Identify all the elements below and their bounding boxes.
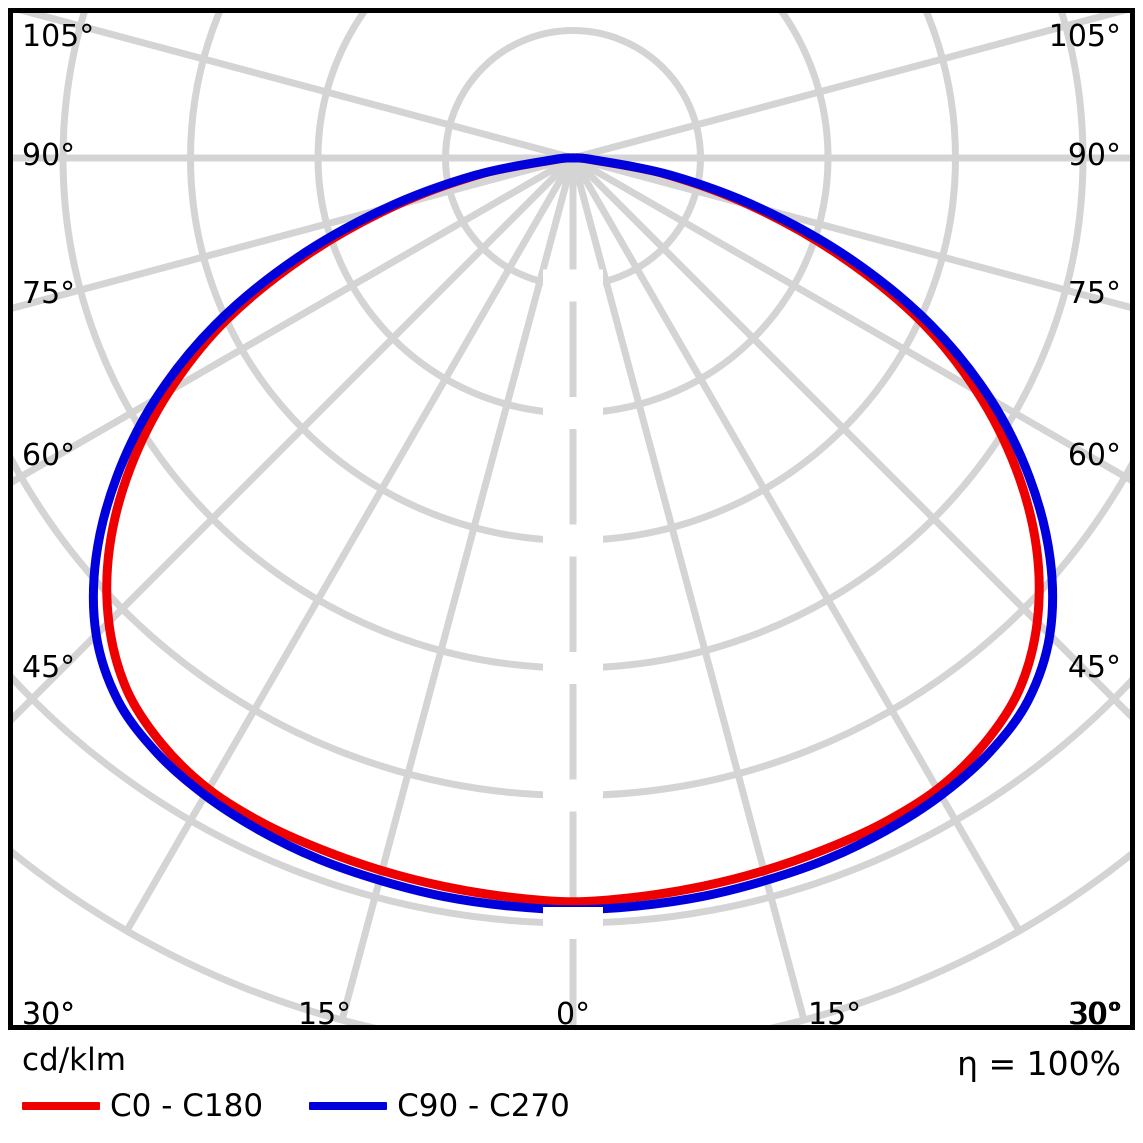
radial-label-gap <box>543 269 603 302</box>
legend-item-c90-c270: C90 - C270 <box>309 1088 570 1124</box>
right-angle-label: 105° <box>1048 19 1121 54</box>
left-angle-label: 60° <box>22 438 76 473</box>
right-angle-label: 90° <box>1067 138 1121 173</box>
left-angle-label: 30° <box>22 997 76 1032</box>
legend-item-c0-c180: C0 - C180 <box>22 1088 263 1124</box>
grid-spoke <box>18 13 574 162</box>
radial-scale-labels <box>543 269 603 939</box>
grid-spoke <box>123 156 577 933</box>
left-angle-label: 75° <box>22 276 76 311</box>
grid-spoke <box>570 155 1130 720</box>
radial-label-gap <box>543 397 603 429</box>
radial-label-gap <box>543 524 603 557</box>
left-angle-label: 105° <box>22 19 95 54</box>
left-angle-label: 90° <box>22 138 76 173</box>
grid-spoke <box>569 156 1023 933</box>
bottom-angle-label: 15° <box>298 997 352 1032</box>
grid-spoke <box>13 154 574 312</box>
right-angle-label: 75° <box>1067 276 1121 311</box>
curve-c0-c180 <box>102 153 1044 907</box>
legend-swatch-red <box>22 1102 100 1110</box>
radial-label-gap <box>543 907 603 939</box>
right-angle-label: 45° <box>1067 650 1121 685</box>
polar-plot <box>13 13 1130 1025</box>
grid-spoke <box>13 154 575 486</box>
bottom-angle-label: 0° <box>556 997 591 1032</box>
bottom-angle-label: 30° <box>1070 997 1124 1032</box>
efficiency-label: η = 100% <box>957 1044 1121 1083</box>
legend-entries: C0 - C180 C90 - C270 <box>22 1088 616 1124</box>
grid-spoke <box>572 154 1130 311</box>
radial-label-gap <box>543 779 603 812</box>
legend-swatch-blue <box>309 1102 388 1110</box>
legend-label-c0-c180: C0 - C180 <box>110 1088 264 1124</box>
unit-label: cd/klm <box>22 1042 126 1078</box>
right-angle-label: 60° <box>1067 438 1121 473</box>
plot-frame <box>8 8 1135 1030</box>
grid-spoke <box>13 155 576 723</box>
bottom-angle-label: 30° <box>22 997 76 1032</box>
legend: cd/klm η = 100% C0 - C180 C90 - C270 <box>0 1030 1143 1143</box>
left-angle-label: 45° <box>22 650 76 685</box>
radial-label-gap <box>543 652 603 684</box>
right-angle-label: 30° <box>1067 997 1121 1032</box>
bottom-angle-label: 15° <box>808 997 862 1032</box>
legend-label-c90-c270: C90 - C270 <box>397 1088 570 1124</box>
grid-spoke <box>571 154 1130 484</box>
grid-spoke <box>572 13 1128 162</box>
polar-grid <box>13 13 1130 1025</box>
